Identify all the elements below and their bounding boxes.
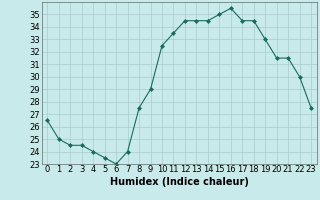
X-axis label: Humidex (Indice chaleur): Humidex (Indice chaleur) [110, 177, 249, 187]
